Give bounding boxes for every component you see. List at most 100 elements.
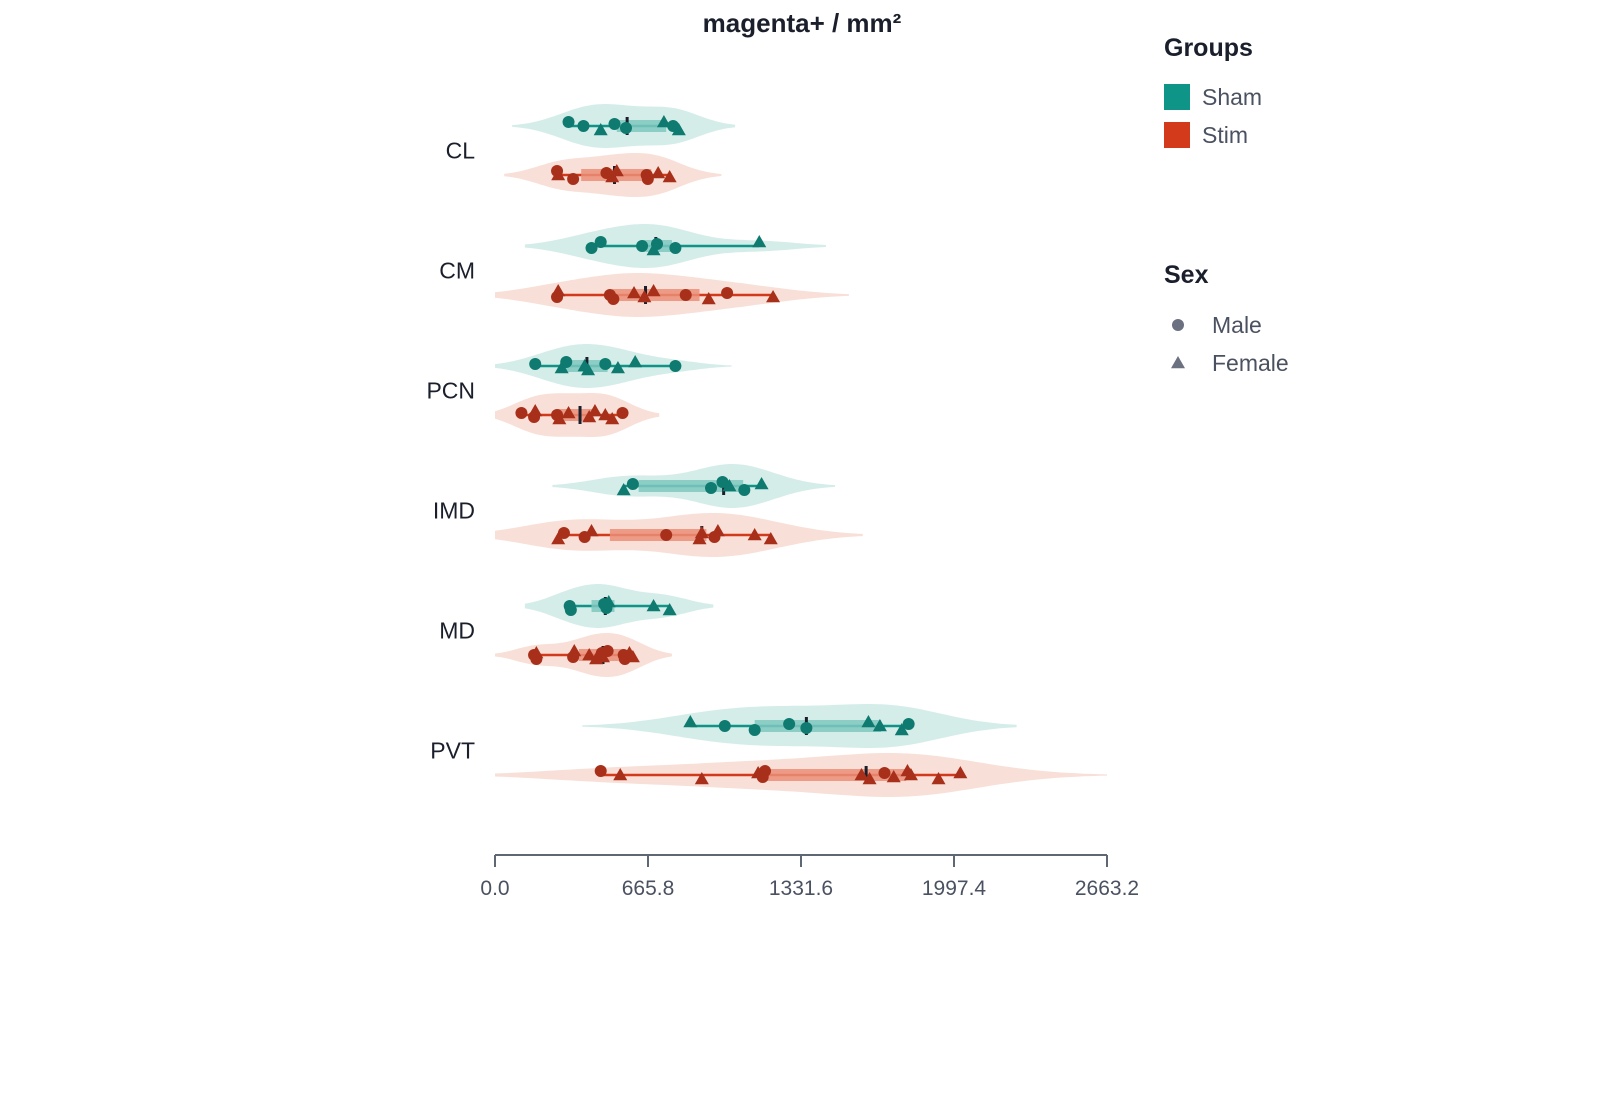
plot-area — [495, 104, 1107, 797]
category-label-pvt: PVT — [430, 738, 475, 764]
data-point-male — [599, 358, 612, 370]
data-point-female — [886, 770, 901, 783]
data-point-female — [625, 650, 640, 663]
data-point-female — [610, 361, 625, 374]
data-point-female — [598, 408, 613, 421]
data-point-male — [619, 122, 632, 134]
violin-group-stim-md — [495, 633, 672, 677]
data-point-female — [854, 768, 869, 781]
violin-group-stim-cm — [495, 273, 849, 317]
data-point-female — [552, 412, 567, 425]
data-point-male — [529, 358, 542, 370]
data-point-female — [637, 290, 652, 303]
data-point-female — [662, 170, 677, 183]
data-point-female — [754, 477, 769, 490]
data-point-female — [609, 164, 624, 177]
data-point-female — [529, 646, 544, 659]
data-point-male — [902, 718, 915, 730]
data-point-female — [596, 650, 611, 663]
data-point-female — [646, 599, 661, 612]
data-point-female — [861, 715, 876, 728]
data-point-male — [577, 120, 590, 132]
category-label-imd: IMD — [433, 498, 475, 524]
data-point-male — [557, 527, 570, 539]
data-point-female — [582, 648, 597, 661]
data-point-female — [627, 286, 642, 299]
data-point-female — [613, 768, 628, 781]
chart-title: magenta+ / mm² — [703, 8, 902, 38]
y-axis-labels: CL CM PCN IMD MD PVT — [426, 138, 475, 764]
data-point-male — [783, 718, 796, 730]
legend-groups: Groups Sham Stim — [1164, 34, 1262, 148]
data-point-female — [671, 123, 686, 136]
data-point-male — [567, 173, 580, 185]
data-point-female — [683, 715, 698, 728]
data-point-female — [551, 532, 566, 545]
x-tick-label: 1997.4 — [922, 877, 987, 900]
data-point-female — [872, 719, 887, 732]
data-point-male — [716, 476, 729, 488]
data-point-male — [562, 116, 575, 128]
data-point-male — [660, 529, 673, 541]
data-point-male — [651, 238, 664, 250]
data-point-male — [669, 242, 682, 254]
data-point-female — [953, 766, 968, 779]
data-point-female — [651, 166, 666, 179]
data-point-female — [694, 526, 709, 539]
legend-label-stim: Stim — [1202, 122, 1248, 148]
data-point-male — [679, 289, 692, 301]
data-point-male — [738, 484, 751, 496]
data-point-male — [585, 242, 598, 254]
data-point-female — [646, 284, 661, 297]
data-point-female — [551, 284, 566, 297]
data-point-male — [669, 360, 682, 372]
data-point-female — [747, 528, 762, 541]
data-point-female — [584, 524, 599, 537]
data-point-female — [862, 772, 877, 785]
data-point-male — [594, 765, 607, 777]
data-point-female — [894, 723, 909, 736]
legend-label-sham: Sham — [1202, 84, 1262, 110]
data-point-male — [626, 478, 639, 490]
data-point-male — [800, 722, 813, 734]
violin-group-sham-pcn — [495, 344, 732, 388]
x-tick-label: 665.8 — [622, 877, 675, 900]
legend-groups-title: Groups — [1164, 34, 1253, 62]
x-tick-label: 2663.2 — [1075, 877, 1139, 900]
data-point-female — [567, 644, 582, 657]
data-point-female — [605, 412, 620, 425]
legend-swatch-sham — [1164, 84, 1190, 110]
data-point-female — [766, 290, 781, 303]
data-point-male — [636, 240, 649, 252]
data-point-female — [931, 772, 946, 785]
data-point-male — [721, 287, 734, 299]
violin-group-stim-imd — [495, 513, 863, 557]
legend-swatch-stim — [1164, 122, 1190, 148]
data-point-female — [752, 235, 767, 248]
data-point-male — [601, 645, 614, 657]
data-point-female — [763, 532, 778, 545]
x-tick-label: 1331.6 — [769, 877, 833, 900]
category-label-cm: CM — [439, 258, 475, 284]
data-point-female — [694, 772, 709, 785]
category-label-cl: CL — [446, 138, 476, 164]
x-tick-label: 0.0 — [480, 877, 509, 900]
legend-female-marker-icon — [1171, 356, 1185, 369]
legend-sex-title: Sex — [1164, 261, 1209, 289]
data-point-female — [593, 123, 608, 136]
category-label-md: MD — [439, 618, 475, 644]
iqr-box — [609, 529, 707, 541]
data-point-female — [554, 361, 569, 374]
data-point-male — [564, 604, 577, 616]
violin-group-sham-pvt — [582, 704, 1017, 748]
data-point-female — [561, 406, 576, 419]
data-point-male — [515, 407, 528, 419]
data-point-female — [628, 355, 643, 368]
category-label-pcn: PCN — [426, 378, 475, 404]
data-point-female — [528, 404, 543, 417]
iqr-box — [754, 720, 882, 732]
violin-group-sham-cm — [524, 224, 826, 268]
data-point-female — [903, 768, 918, 781]
data-point-male — [608, 118, 621, 130]
